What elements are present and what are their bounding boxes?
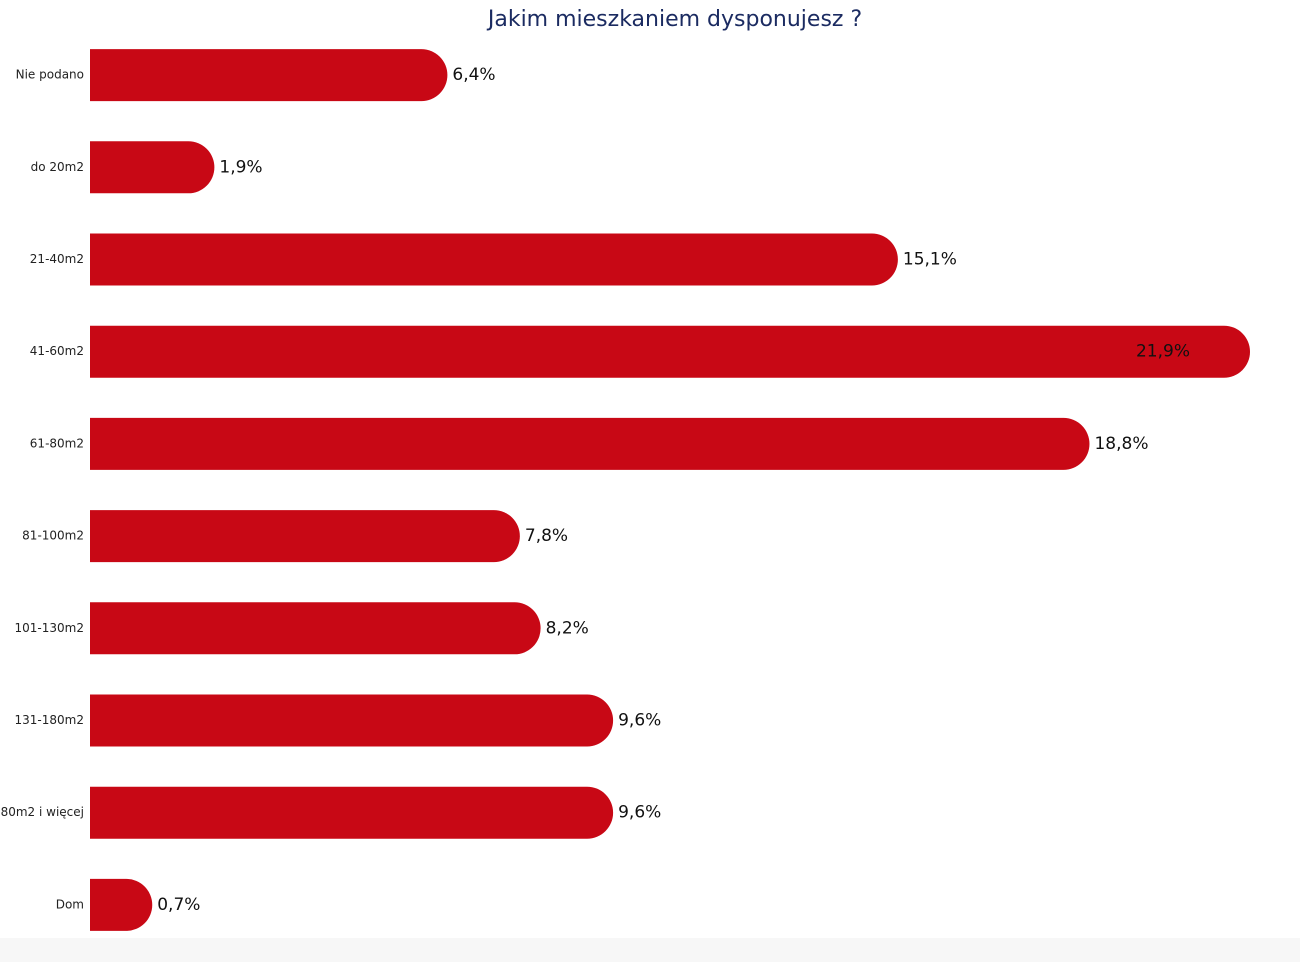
value-label: 6,4% [452, 65, 495, 85]
category-label: Dom [56, 897, 84, 911]
category-label: 81-100m2 [22, 529, 84, 543]
category-label: 61-80m2 [30, 436, 84, 450]
value-label: 1,9% [219, 157, 262, 177]
bar [90, 878, 153, 931]
bar [90, 233, 898, 286]
bar [90, 602, 541, 655]
value-label: 7,8% [525, 526, 568, 546]
value-label: 8,2% [546, 618, 589, 638]
bar [90, 510, 520, 563]
value-label: 18,8% [1094, 434, 1148, 454]
bar [90, 325, 1250, 378]
bar [90, 694, 614, 747]
category-label: Nie podano [16, 68, 84, 82]
value-label: 21,9% [1136, 342, 1190, 362]
value-label: 0,7% [157, 895, 200, 915]
value-label: 15,1% [903, 250, 957, 270]
value-label: 9,6% [618, 803, 661, 823]
category-label: 41-60m2 [30, 344, 84, 358]
bar [90, 49, 448, 102]
category-label: 180m2 i więcej [0, 805, 84, 819]
bar [90, 417, 1090, 470]
category-label: 101-130m2 [15, 621, 84, 635]
value-label: 9,6% [618, 711, 661, 731]
category-label: do 20m2 [31, 160, 84, 174]
bar [90, 141, 215, 194]
chart-title: Jakim mieszkaniem dysponujesz ? [486, 7, 862, 32]
category-label: 131-180m2 [15, 713, 84, 727]
bar [90, 786, 614, 839]
footer-strip [0, 938, 1300, 962]
category-label: 21-40m2 [30, 252, 84, 266]
